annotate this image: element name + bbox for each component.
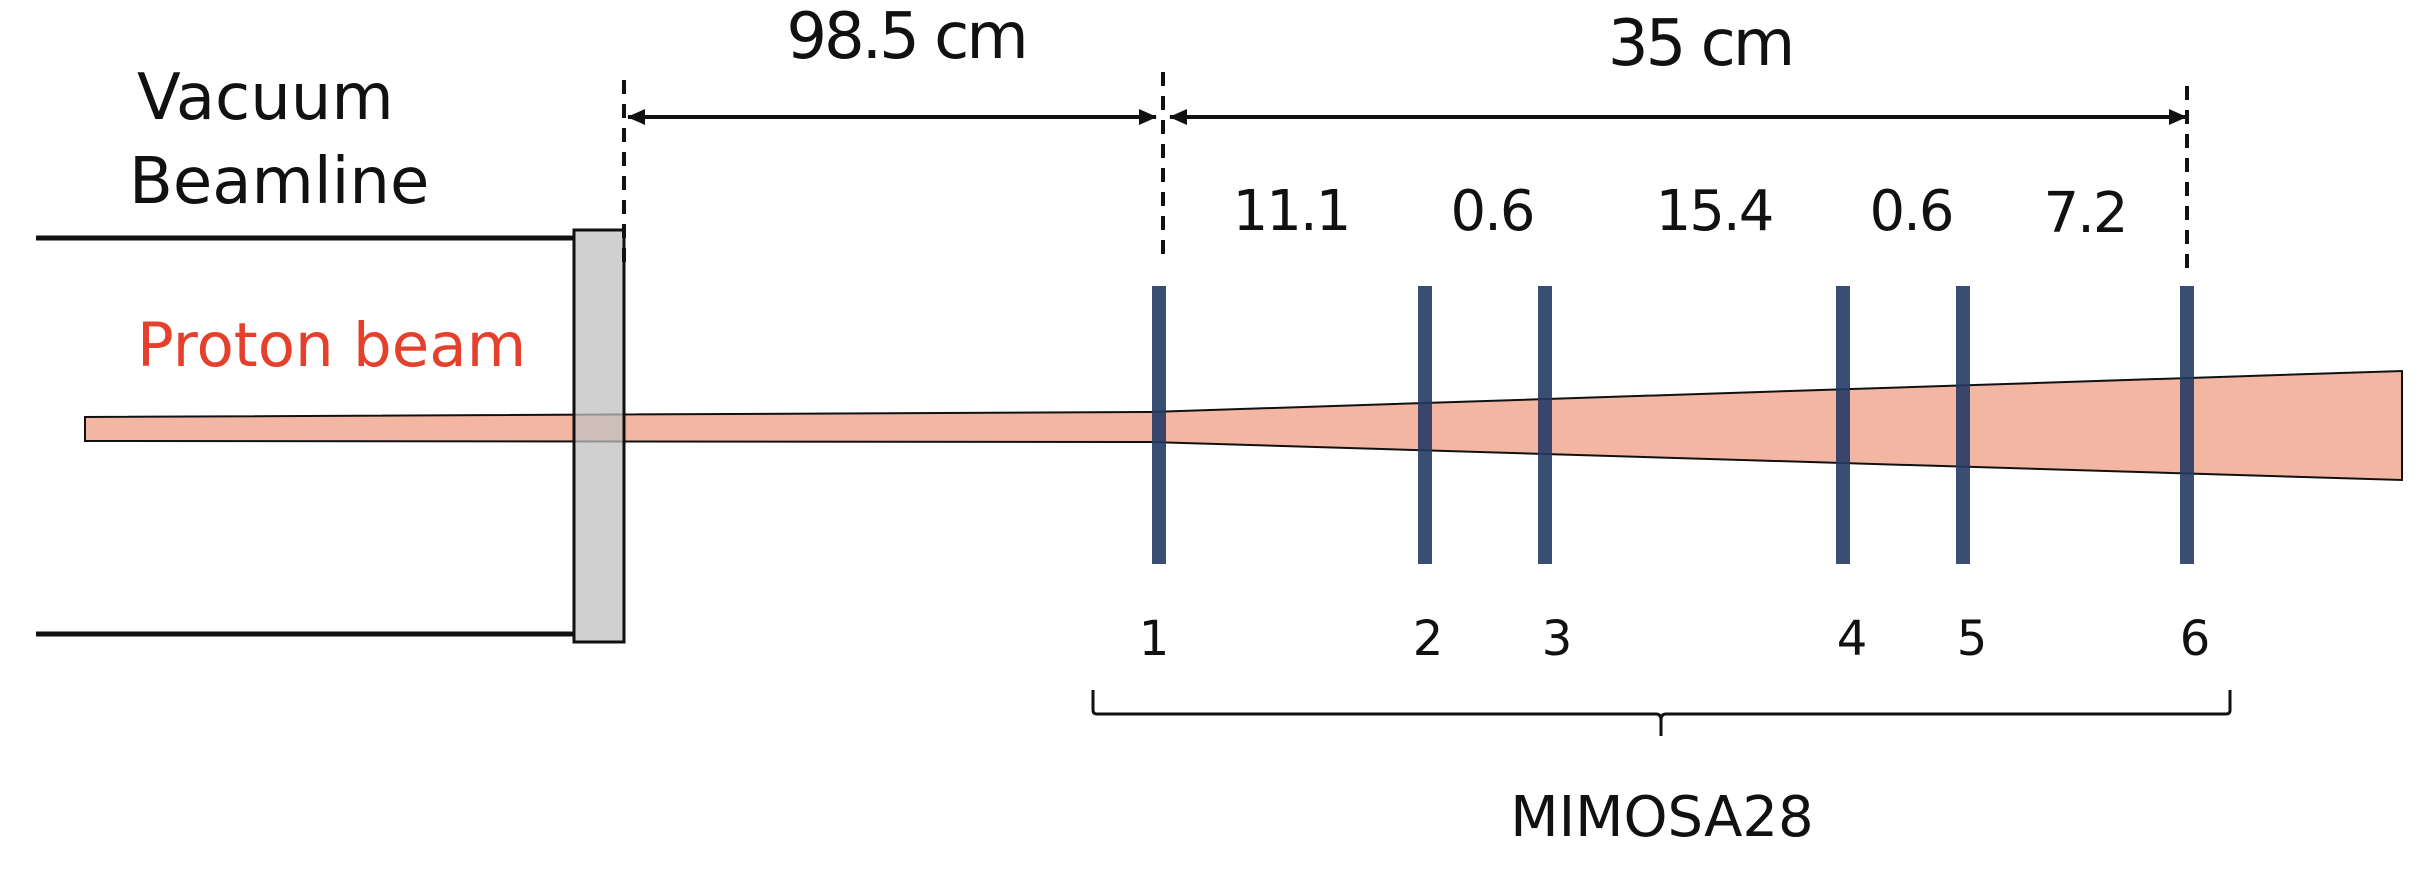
proton-beam-cone xyxy=(84,369,2403,482)
detector-plane-3 xyxy=(1538,286,1552,564)
beam-exit-window xyxy=(572,228,626,644)
plane-spacing-label: 11.1 xyxy=(1233,179,1350,244)
telescope-label: MIMOSA28 xyxy=(1510,785,1813,850)
distance-label-telescope-length: 35 cm xyxy=(1608,7,1792,81)
plane-spacing-label: 0.6 xyxy=(1869,179,1952,244)
plane-number-label: 2 xyxy=(1413,611,1444,667)
proton-beam-label: Proton beam xyxy=(137,310,526,381)
plane-number-label: 1 xyxy=(1139,611,1170,667)
plane-number-label: 4 xyxy=(1837,611,1868,667)
telescope-brace xyxy=(1091,690,2232,736)
detector-plane-1 xyxy=(1152,286,1166,564)
plane-spacing-label: 0.6 xyxy=(1450,179,1533,244)
detector-plane-6 xyxy=(2180,286,2194,564)
detector-plane-2 xyxy=(1418,286,1432,564)
vacuum-label-line1: Vacuum xyxy=(137,61,394,135)
detector-plane-4 xyxy=(1836,286,1850,564)
plane-number-label: 6 xyxy=(2180,611,2211,667)
detector-plane-5 xyxy=(1956,286,1970,564)
distance-label-to-first-plane: 98.5 cm xyxy=(786,0,1025,74)
plane-number-label: 5 xyxy=(1957,611,1988,667)
plane-number-label: 3 xyxy=(1542,611,1573,667)
plane-spacing-label: 7.2 xyxy=(2043,181,2126,246)
plane-spacing-label: 15.4 xyxy=(1656,179,1773,244)
vacuum-label-line2: Beamline xyxy=(129,145,429,219)
